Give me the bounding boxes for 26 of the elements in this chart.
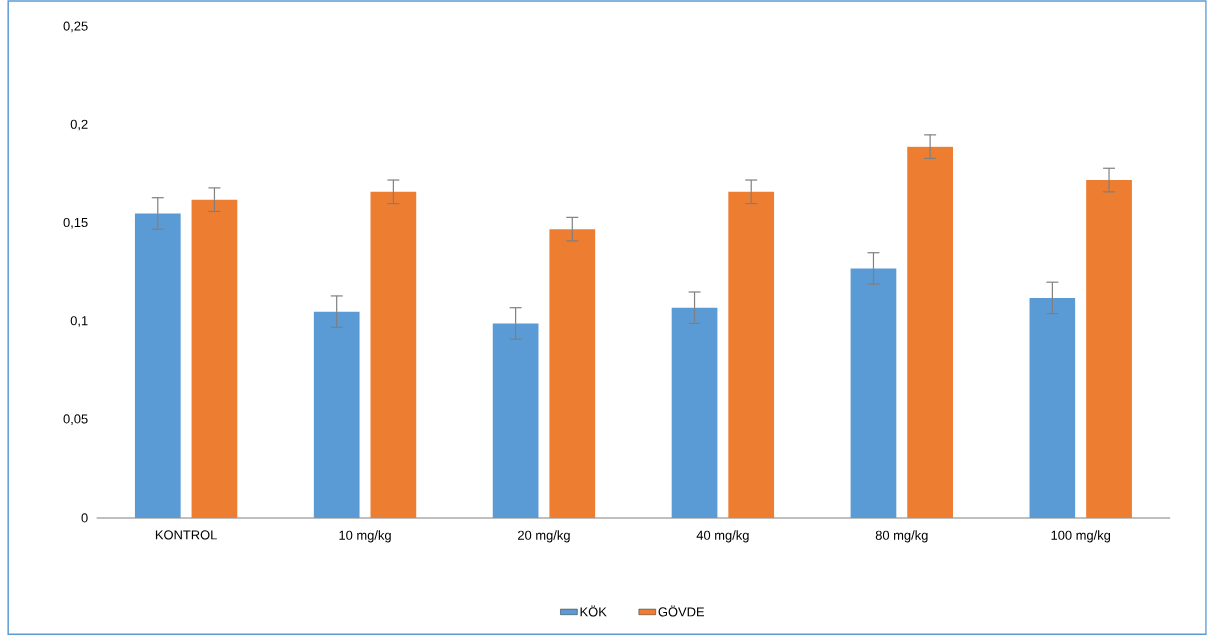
y-tick-label: 0 [81, 513, 88, 523]
bar [492, 323, 539, 518]
bar [671, 307, 718, 518]
bar [907, 146, 953, 518]
bar [1086, 179, 1132, 518]
x-tick-label: 100 mg/kg [1051, 530, 1111, 543]
x-tick-label: 10 mg/kg [339, 530, 391, 543]
y-tick-label: 0,25 [63, 21, 88, 33]
legend-label: GÖVDE [658, 605, 705, 617]
x-tick-label: 40 mg/kg [696, 530, 749, 543]
x-tick-label: KONTROL [155, 530, 217, 540]
bar [134, 213, 181, 518]
y-tick-label: 0,1 [70, 316, 88, 327]
y-tick-label: 0,2 [70, 119, 88, 131]
bar [1029, 297, 1076, 518]
legend-label: KÖK [580, 605, 607, 617]
bar [191, 199, 238, 518]
x-tick-label: 20 mg/kg [518, 530, 570, 543]
bar [549, 229, 596, 518]
x-tick-label: 80 mg/kg [875, 530, 928, 543]
bar [728, 191, 775, 518]
bar [370, 191, 417, 518]
y-tick-label: 0,05 [63, 414, 88, 425]
bar [313, 311, 360, 518]
y-tick-label: 0,15 [63, 217, 88, 229]
bar [850, 268, 897, 518]
